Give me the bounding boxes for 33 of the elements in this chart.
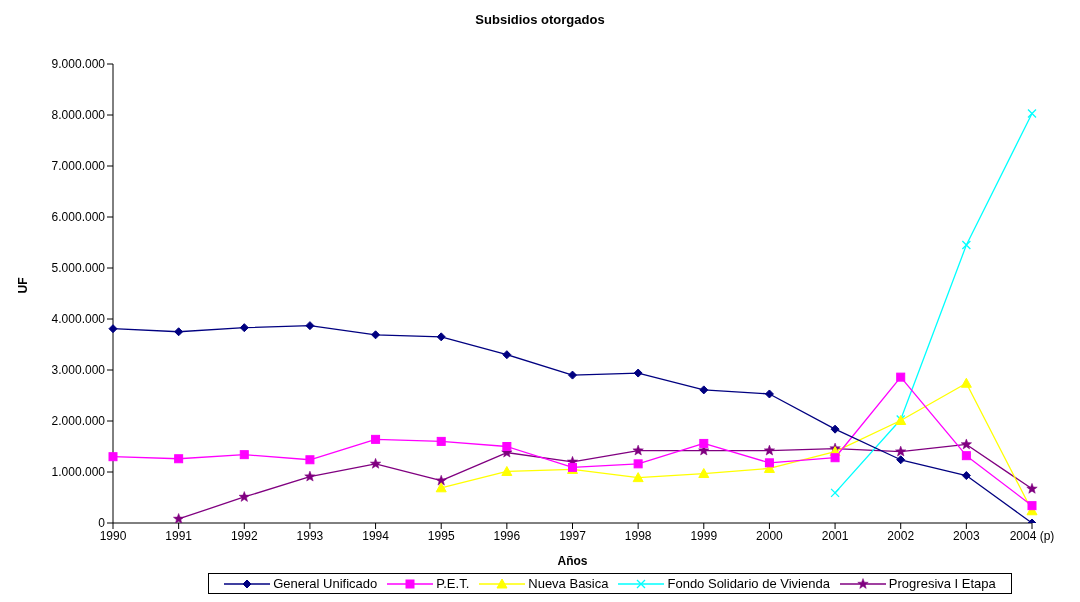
x-axis-title: Años [557, 554, 588, 568]
chart-title: Subsidios otorgados [474, 11, 606, 29]
x-tick-label: 1994 [362, 528, 390, 543]
x-tick-label: 1995 [427, 528, 455, 543]
x-tick-label: 1999 [690, 528, 718, 543]
x-tick-label: 2003 [953, 528, 981, 543]
x-tick-label: 2000 [756, 528, 784, 543]
legend-label: Fondo Solidario de Vivienda [667, 576, 830, 591]
x-tick-label: 1997 [559, 528, 587, 543]
y-tick-label: 4.000.000 [51, 312, 106, 327]
y-axis-title: UF [16, 277, 31, 294]
x-tick-label: 1991 [165, 528, 193, 543]
x-tick-label: 1990 [99, 528, 127, 543]
x-tick-label: 1998 [624, 528, 652, 543]
x-tick-label: 1993 [296, 528, 324, 543]
legend-label: General Unificado [273, 576, 378, 591]
y-tick-label: 0 [98, 516, 106, 531]
y-tick-label: 5.000.000 [51, 261, 106, 276]
y-tick-label: 2.000.000 [51, 414, 106, 429]
x-tick-label: 2001 [821, 528, 849, 543]
x-tick-label: 1996 [493, 528, 521, 543]
y-tick-label: 1.000.000 [51, 465, 106, 480]
y-tick-label: 7.000.000 [51, 159, 106, 174]
legend-label: Nueva Basica [528, 576, 609, 591]
legend-label: Progresiva I Etapa [888, 576, 996, 591]
x-tick-label: 2004 (p) [1009, 528, 1055, 543]
y-tick-label: 6.000.000 [51, 210, 106, 225]
legend-label: P.E.T. [436, 576, 470, 591]
y-tick-label: 3.000.000 [51, 363, 106, 378]
y-tick-label: 8.000.000 [51, 108, 106, 123]
x-tick-label: 1992 [230, 528, 258, 543]
x-tick-label: 2002 [887, 528, 915, 543]
y-tick-label: 9.000.000 [51, 57, 106, 72]
